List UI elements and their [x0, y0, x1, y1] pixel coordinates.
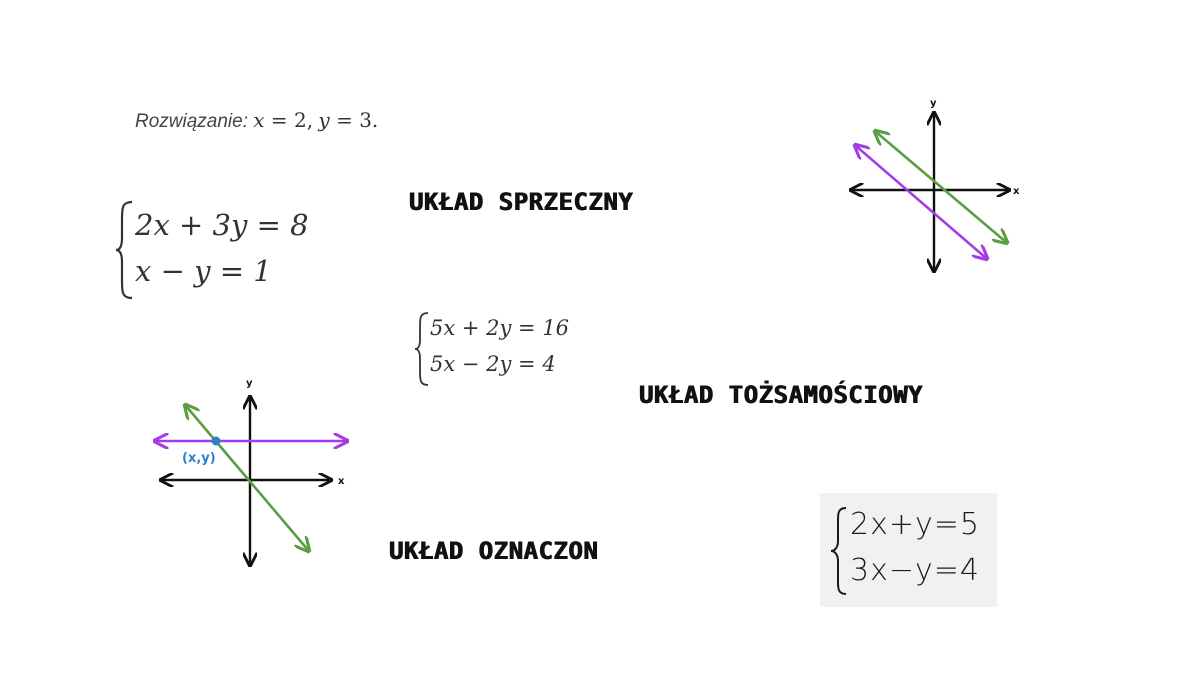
system-main: 2x + 3y = 8 x − y = 1	[114, 198, 334, 302]
green-line	[876, 132, 1006, 242]
green-line	[186, 406, 308, 550]
heading-dependent: UKŁAD TOŻSAMOŚCIOWY	[639, 381, 924, 409]
solution-x-value: = 2,	[264, 108, 314, 132]
graph-intersecting-lines: (x,y) x y	[150, 378, 360, 572]
system-middle: 5x + 2y = 16 5x − 2y = 4	[414, 310, 594, 388]
graph-parallel-lines: x y	[840, 98, 1020, 290]
x-axis-label: x	[1013, 186, 1020, 197]
x-axis-label: x	[338, 476, 345, 487]
brace-icon	[830, 507, 847, 595]
heading-inconsistent: UKŁAD SPRZECZNY	[409, 188, 634, 216]
system-main-eq1: 2x + 3y = 8	[135, 208, 309, 242]
heading-determined: UKŁAD OZNACZON	[389, 537, 599, 565]
solution-y-value: = 3.	[329, 108, 379, 132]
solution-y-var: y	[318, 108, 330, 132]
system-middle-eq2: 5x − 2y = 4	[430, 352, 556, 376]
system-handwritten-eq2: 3x−y=4	[850, 553, 980, 588]
intersection-point	[211, 436, 221, 446]
system-handwritten: 2x+y=5 3x−y=4	[820, 493, 997, 607]
y-axis-label: y	[246, 378, 253, 389]
purple-line	[856, 146, 986, 258]
brace-icon	[115, 200, 133, 300]
system-handwritten-eq1: 2x+y=5	[850, 507, 980, 542]
solution-line: Rozwiązanie: x = 2, y = 3.	[135, 108, 378, 133]
solution-x-var: x	[253, 108, 265, 132]
y-axis-label: y	[930, 98, 937, 109]
system-main-eq2: x − y = 1	[135, 254, 272, 288]
system-middle-eq1: 5x + 2y = 16	[430, 316, 570, 340]
solution-label: Rozwiązanie:	[135, 111, 248, 132]
brace-icon	[414, 312, 429, 386]
intersection-label: (x,y)	[182, 451, 216, 466]
